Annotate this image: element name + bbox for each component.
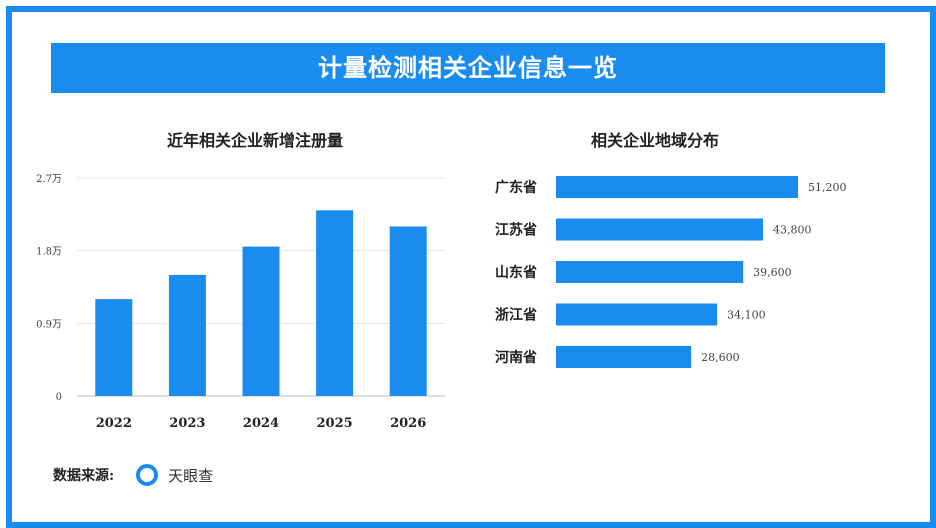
value-label: 34,100 xyxy=(727,309,766,322)
region-label: 江苏省 xyxy=(495,222,537,239)
y-tick-label: 2.7万 xyxy=(36,174,62,185)
x-tick-label: 2024 xyxy=(243,416,279,431)
bar-广东省 xyxy=(556,176,798,198)
bar-2023 xyxy=(168,274,206,396)
outer-frame xyxy=(6,6,936,528)
value-label: 39,600 xyxy=(753,266,792,279)
x-tick-label: 2026 xyxy=(390,416,426,431)
value-label: 28,600 xyxy=(701,351,740,364)
region-label: 广东省 xyxy=(495,179,537,196)
right-chart-title: 相关企业地域分布 xyxy=(590,131,719,150)
bar-2024 xyxy=(242,246,280,396)
bar-山东省 xyxy=(556,261,744,283)
region-label: 浙江省 xyxy=(495,307,537,324)
page-title: 计量检测相关企业信息一览 xyxy=(51,43,885,93)
bar-江苏省 xyxy=(556,218,764,241)
x-tick-label: 2022 xyxy=(96,416,132,431)
y-tick-label: 1.8万 xyxy=(36,247,62,258)
y-tick-label: 0.9万 xyxy=(36,319,62,330)
region-label: 山东省 xyxy=(495,264,537,281)
source-label: 数据来源: xyxy=(53,468,115,484)
bar-2022 xyxy=(95,299,133,396)
x-tick-label: 2023 xyxy=(169,416,205,431)
value-label: 43,800 xyxy=(773,224,812,237)
bar-河南省 xyxy=(556,346,692,368)
data-source: 数据来源: 天眼查 xyxy=(53,464,213,486)
y-tick-label: 0 xyxy=(56,392,62,403)
left-chart-title: 近年相关企业新增注册量 xyxy=(166,131,343,150)
tianyancha-logo-icon xyxy=(136,464,159,486)
value-label: 51,200 xyxy=(808,181,847,194)
bar-2025 xyxy=(316,210,354,396)
region-label: 河南省 xyxy=(495,349,537,366)
source-name: 天眼查 xyxy=(168,466,214,485)
bar-2026 xyxy=(389,226,427,396)
bar-浙江省 xyxy=(556,303,718,326)
x-tick-label: 2025 xyxy=(317,416,353,431)
